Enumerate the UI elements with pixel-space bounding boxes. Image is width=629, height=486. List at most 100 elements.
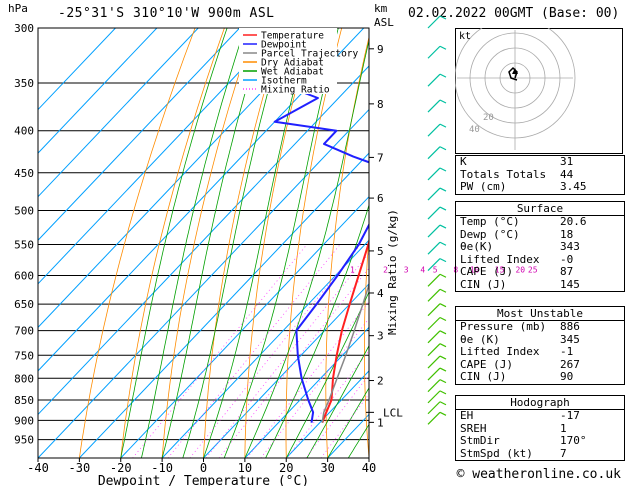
legend-label: Mixing Ratio bbox=[261, 85, 330, 96]
dry-adiabat-line bbox=[79, 28, 196, 458]
wind-barb-staff bbox=[427, 45, 441, 59]
x-tick-label: -30 bbox=[69, 461, 91, 475]
hodograph-value: -17 bbox=[560, 409, 580, 422]
wet-adiabat-line bbox=[244, 38, 369, 458]
wind-barb-staff bbox=[427, 258, 441, 272]
hodograph-unit: kt bbox=[459, 31, 471, 42]
dry-adiabat-line bbox=[285, 28, 343, 458]
unstable-value: 267 bbox=[560, 357, 580, 371]
wind-barb-staff bbox=[427, 146, 441, 160]
pressure-tick-label: 900 bbox=[14, 414, 34, 427]
series-temperature bbox=[321, 238, 369, 424]
wind-barb-staff bbox=[427, 99, 441, 113]
wind-barb-flag bbox=[439, 411, 447, 416]
legend-background bbox=[239, 28, 337, 94]
wind-barb bbox=[427, 241, 447, 255]
x-tick-label: 40 bbox=[362, 461, 376, 475]
mixing-ratio-line bbox=[132, 244, 308, 458]
wind-barb-staff bbox=[427, 15, 441, 29]
surface-panel: Surface Temp (°C) 20.6 Dewp (°C) 18 θe(K) 3… bbox=[455, 201, 625, 292]
wind-barb bbox=[427, 224, 447, 238]
legend-label: Dewpoint bbox=[261, 40, 307, 51]
pressure-tick-label: 500 bbox=[14, 204, 34, 217]
surface-label: Dewp (°C) bbox=[460, 227, 520, 241]
x-tick-label: 20 bbox=[279, 461, 293, 475]
wind-barb-flag bbox=[439, 379, 447, 384]
pressure-tick-label: 750 bbox=[14, 349, 34, 362]
wet-adiabat-line bbox=[306, 344, 369, 458]
hodograph-title: Hodograph bbox=[456, 396, 624, 410]
wet-adiabat-line bbox=[203, 28, 311, 458]
mixing-ratio-line bbox=[260, 317, 369, 458]
hodograph-value: 170° bbox=[560, 434, 587, 447]
surface-row: Lifted Index -0 bbox=[456, 252, 624, 267]
wind-barb-staff bbox=[427, 241, 441, 255]
height-tick-label: 1 bbox=[377, 416, 384, 429]
isotherm-line bbox=[38, 28, 282, 285]
dry-adiabat-line bbox=[364, 232, 369, 458]
index-row-k: K 31 bbox=[456, 155, 624, 169]
hodograph-label: StmSpd (kt) bbox=[460, 446, 533, 460]
dry-adiabat-line bbox=[161, 28, 255, 458]
wind-barb bbox=[427, 379, 447, 393]
pressure-tick-label: 400 bbox=[14, 125, 34, 138]
isotherm-line bbox=[244, 326, 369, 458]
wind-barb bbox=[427, 187, 447, 201]
wind-barb-staff bbox=[427, 343, 441, 357]
wind-barb bbox=[427, 206, 447, 220]
mixing-ratio-label: 1 bbox=[350, 266, 355, 275]
isotherm-line bbox=[38, 28, 199, 198]
wind-barb-staff bbox=[427, 390, 441, 404]
height-tick-label: 6 bbox=[377, 192, 384, 205]
surface-label: θe(K) bbox=[460, 240, 494, 253]
wind-barb-staff bbox=[427, 411, 441, 425]
pressure-tick-label: 600 bbox=[14, 270, 34, 283]
x-tick-label: -20 bbox=[110, 461, 132, 475]
lcl-label: LCL bbox=[383, 406, 403, 419]
surface-value: 18 bbox=[560, 227, 574, 241]
wind-barb-staff bbox=[427, 303, 441, 317]
index-label: K bbox=[460, 155, 467, 168]
wind-barb-flag bbox=[439, 187, 447, 192]
wind-barb-staff bbox=[427, 401, 441, 415]
wind-barb-flag bbox=[439, 303, 447, 308]
mixing-ratio-label: 3 bbox=[404, 266, 409, 275]
height-tick-label: 4 bbox=[377, 287, 384, 300]
wind-barb-flag bbox=[439, 241, 447, 246]
mixing-ratio-line bbox=[205, 252, 369, 458]
mixing-ratio-label: 20 bbox=[515, 266, 525, 275]
surface-value: 87 bbox=[560, 265, 574, 278]
hodograph-label: StmDir bbox=[460, 434, 500, 447]
index-row-pw: PW (cm) 3.45 bbox=[456, 180, 624, 194]
surface-value: 343 bbox=[560, 240, 580, 253]
wind-barb bbox=[427, 288, 447, 302]
wind-barb bbox=[427, 411, 447, 425]
pressure-tick-label: 350 bbox=[14, 77, 34, 90]
unstable-row: CAPE (J) 267 bbox=[456, 357, 624, 372]
wind-barb-staff bbox=[427, 273, 441, 287]
legend-label: Wet Adiabat bbox=[261, 67, 324, 78]
isotherm-line bbox=[38, 65, 369, 416]
surface-value: -0 bbox=[560, 252, 574, 266]
hodograph-row: StmSpd (kt) 7 bbox=[456, 446, 624, 461]
height-tick-label: 2 bbox=[377, 375, 384, 388]
hodograph-row: SREH 1 bbox=[456, 422, 624, 436]
wind-barb-flag bbox=[439, 224, 447, 229]
height-tick-label: 7 bbox=[377, 151, 384, 164]
legend-label: Dry Adiabat bbox=[261, 58, 324, 69]
hodograph-storm-motion-icon bbox=[512, 68, 518, 74]
unstable-row: Pressure (mb) 886 bbox=[456, 320, 624, 334]
wind-barb-flag bbox=[439, 15, 447, 20]
unstable-value: 90 bbox=[560, 370, 574, 383]
surface-row: CIN (J) 145 bbox=[456, 278, 624, 292]
wind-barb-flag bbox=[439, 390, 447, 395]
index-value: 44 bbox=[560, 167, 574, 181]
dry-adiabat-line bbox=[203, 28, 284, 458]
wind-barb bbox=[427, 367, 447, 381]
pressure-tick-label: 650 bbox=[14, 298, 34, 311]
indices-panel: K 31 Totals Totals 44 PW (cm) 3.45 bbox=[455, 155, 625, 195]
wind-barb bbox=[427, 146, 447, 160]
hodograph-panel: Hodograph EH -17 SREH 1 StmDir 170° StmSpd … bbox=[455, 395, 625, 461]
most-unstable-panel: Most Unstable Pressure (mb) 886 θe (K) 345… bbox=[455, 306, 625, 385]
